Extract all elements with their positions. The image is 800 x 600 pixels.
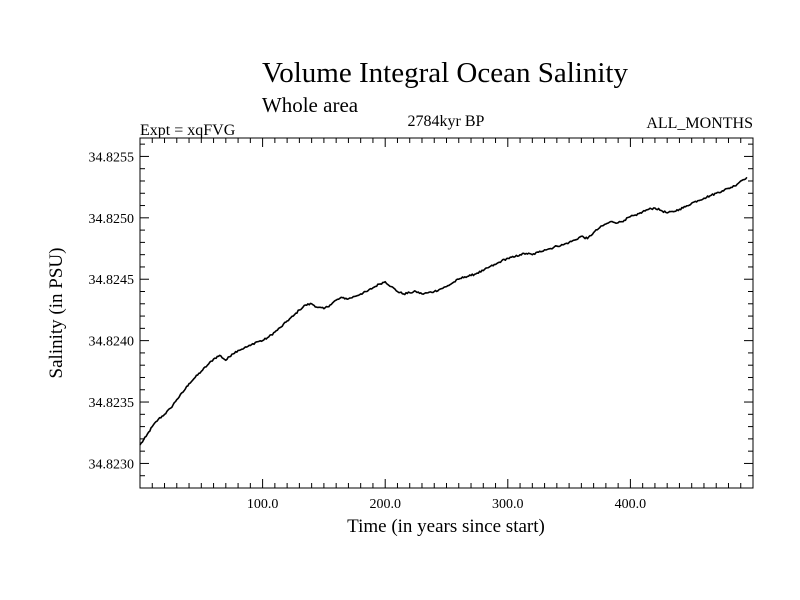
y-tick-label: 34.8255 bbox=[89, 150, 135, 165]
y-tick-label: 34.8240 bbox=[89, 335, 135, 350]
chart-subtitle: Whole area bbox=[262, 93, 359, 117]
x-axis-label: Time (in years since start) bbox=[347, 516, 545, 537]
y-axis: 34.8230 34.8235 34.8240 34.8245 34.8250 34.82… bbox=[89, 143, 753, 489]
x-tick-label: 100.0 bbox=[247, 497, 279, 512]
x-tick-label: 200.0 bbox=[369, 497, 401, 512]
y-tick-label: 34.8230 bbox=[89, 457, 135, 472]
period-label: 2784kyr BP bbox=[408, 113, 485, 130]
y-axis-label: Salinity (in PSU) bbox=[46, 248, 67, 379]
experiment-label: Expt = xqFVG bbox=[140, 122, 236, 139]
x-tick-label: 400.0 bbox=[615, 497, 647, 512]
chart-title: Volume Integral Ocean Salinity bbox=[262, 57, 628, 89]
y-tick-label: 34.8235 bbox=[89, 396, 135, 411]
months-label: ALL_MONTHS bbox=[646, 115, 753, 132]
x-axis: 100.0 200.0 300.0 400.0 bbox=[151, 138, 742, 512]
y-tick-label: 34.8250 bbox=[89, 212, 135, 227]
x-tick-label: 300.0 bbox=[492, 497, 524, 512]
salinity-line bbox=[139, 176, 748, 446]
y-tick-label: 34.8245 bbox=[89, 273, 135, 288]
plot-frame bbox=[139, 137, 754, 489]
